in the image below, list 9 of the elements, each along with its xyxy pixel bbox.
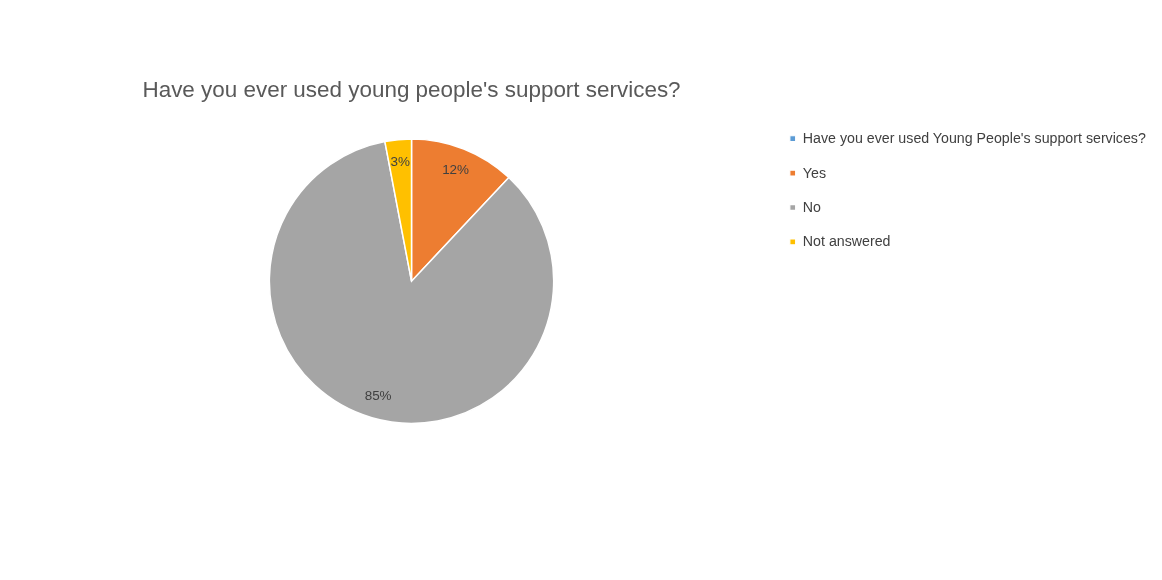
data-label: 12% [442,161,470,177]
legend-label: Yes [802,164,827,181]
data-label: 3% [390,153,411,169]
legend-label: Have you ever used Young People's support services? [802,130,1146,147]
data-label: 85% [364,387,392,403]
pie-slice [268,140,555,425]
legend-label: Not answered [802,233,891,250]
legend-label: No [802,198,822,215]
chart-title: Have you ever used young people's support services? [142,77,681,103]
